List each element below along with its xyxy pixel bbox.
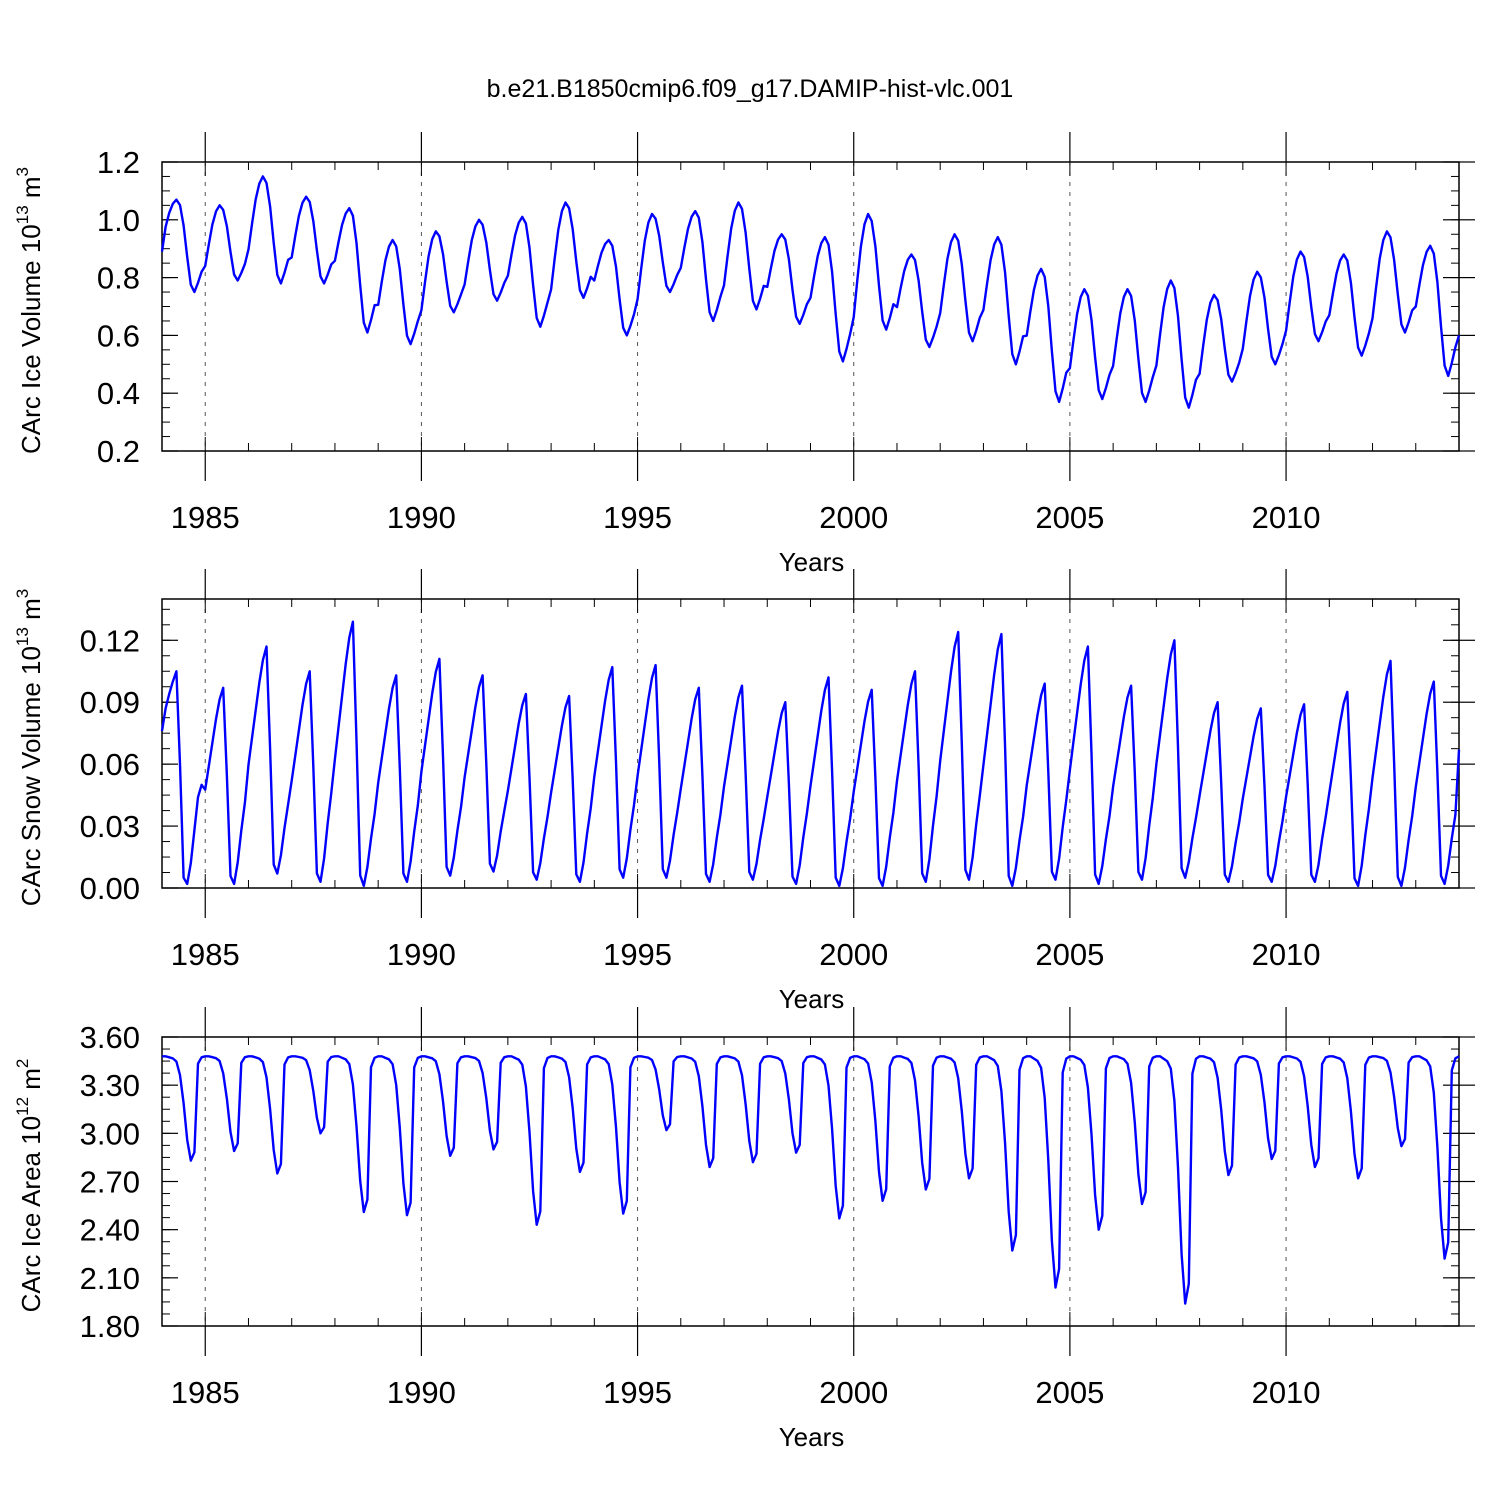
x-tick-label-1995: 1995: [603, 1375, 672, 1410]
y-axis-label: CArc Ice Area 1012 m2: [13, 1059, 46, 1313]
x-tick-label-2010: 2010: [1252, 1375, 1321, 1410]
x-tick-label-2000: 2000: [819, 500, 888, 535]
y-tick-label: 1.80: [80, 1309, 140, 1344]
x-tick-label-1990: 1990: [387, 500, 456, 535]
y-tick-label: 2.70: [80, 1165, 140, 1200]
x-tick-label-2005: 2005: [1035, 1375, 1104, 1410]
x-tick-label-2010: 2010: [1252, 937, 1321, 972]
y-tick-label: 3.00: [80, 1116, 140, 1151]
x-tick-label-2005: 2005: [1035, 937, 1104, 972]
ice-area-panel: 1985 1990 1995 2000 2005 2010 Years 1.80 2.10 2.4…: [13, 1007, 1475, 1452]
y-tick-label: 0.00: [80, 871, 140, 906]
y-tick-label: 1.0: [97, 203, 140, 238]
y-tick-label: 0.12: [80, 623, 140, 658]
y-tick-label: 3.60: [80, 1020, 140, 1055]
y-tick-label: 0.4: [97, 376, 140, 411]
x-tick-label-1985: 1985: [171, 937, 240, 972]
x-tick-label-1990: 1990: [387, 1375, 456, 1410]
ice-volume-panel: 1985 1990 1995 2000 2005 2010 Years 0.2 0.4 0.6 0.…: [13, 132, 1475, 577]
y-tick-label: 2.40: [80, 1213, 140, 1248]
snow-volume-panel: 1985 1990 1995 2000 2005 2010 Years 0.00 0.03 0.0…: [13, 569, 1475, 1014]
x-tick-label-1995: 1995: [603, 937, 672, 972]
y-tick-label: 0.2: [97, 434, 140, 469]
y-tick-label: 0.09: [80, 685, 140, 720]
x-axis-label: Years: [779, 547, 845, 577]
ice-volume-series-line: [160, 175, 1461, 409]
snow-volume-series-line: [160, 620, 1461, 888]
plot-frame: [161, 1036, 1460, 1327]
x-tick-label-2010: 2010: [1252, 500, 1321, 535]
figure-title: b.e21.B1850cmip6.f09_g17.DAMIP-hist-vlc.…: [487, 75, 1014, 103]
x-tick-label-2005: 2005: [1035, 500, 1104, 535]
x-axis-label: Years: [779, 1422, 845, 1452]
y-tick-label: 2.10: [80, 1261, 140, 1296]
y-tick-label: 0.03: [80, 809, 140, 844]
y-tick-label: 3.30: [80, 1068, 140, 1103]
y-axis-label: CArc Snow Volume 1013 m3: [13, 589, 46, 906]
x-tick-label-1995: 1995: [603, 500, 672, 535]
x-tick-label-2000: 2000: [819, 1375, 888, 1410]
ice-area-series-line: [162, 1055, 1460, 1305]
y-tick-label: 1.2: [97, 145, 140, 180]
x-tick-label-1990: 1990: [387, 937, 456, 972]
y-tick-label: 0.06: [80, 747, 140, 782]
x-tick-label-2000: 2000: [819, 937, 888, 972]
x-tick-label-1985: 1985: [171, 1375, 240, 1410]
y-tick-label: 0.8: [97, 261, 140, 296]
y-axis-label: CArc Ice Volume 1013 m3: [13, 167, 46, 454]
x-tick-label-1985: 1985: [171, 500, 240, 535]
y-tick-label: 0.6: [97, 318, 140, 353]
x-axis-label: Years: [779, 984, 845, 1014]
